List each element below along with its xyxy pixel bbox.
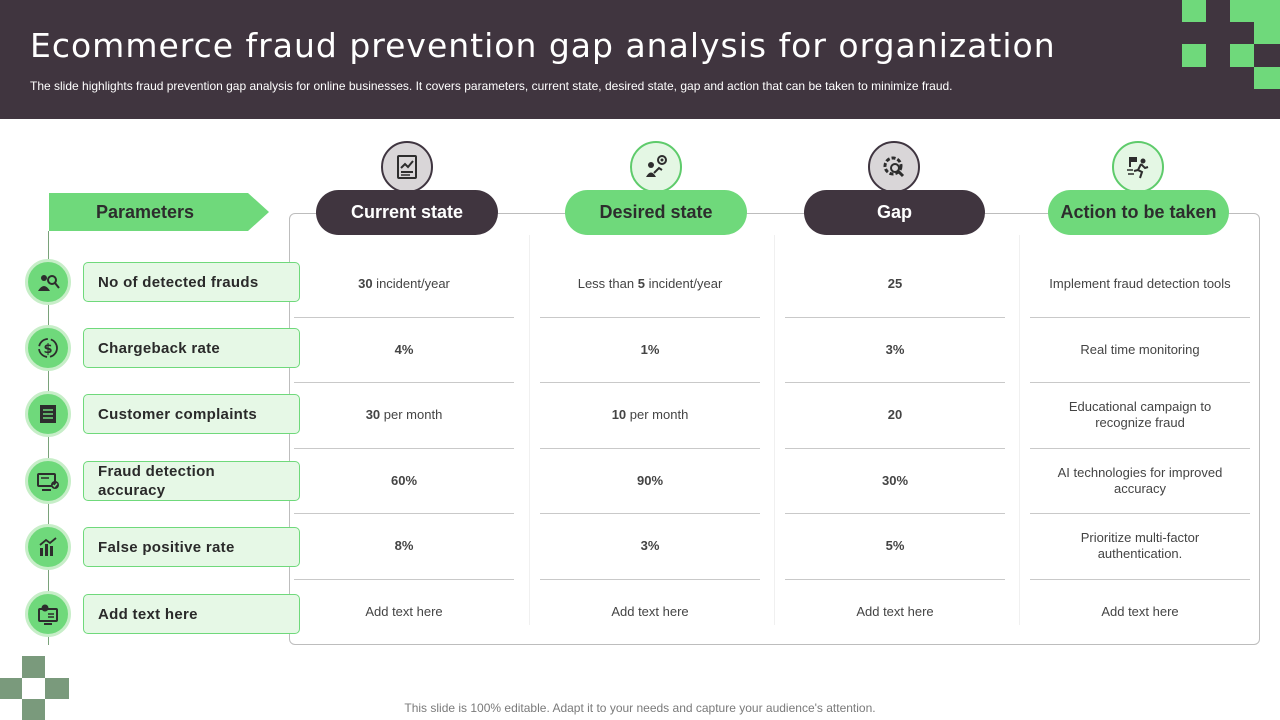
cell-desired-state: 90% xyxy=(636,473,664,488)
row-divider xyxy=(540,317,760,318)
row-divider xyxy=(540,513,760,514)
row-label-chargeback-rate: Chargeback rate xyxy=(83,328,300,368)
row-divider xyxy=(540,579,760,580)
cell-current-state: 4% xyxy=(394,342,414,357)
document-list-icon xyxy=(25,391,71,437)
cell-gap: 5% xyxy=(885,538,905,553)
row-divider xyxy=(785,448,1005,449)
column-header-action: Action to be taken xyxy=(1048,190,1229,235)
row-label-false-positive-rate: False positive rate xyxy=(83,527,300,567)
cell-desired-state: 3% xyxy=(640,538,660,553)
row-divider xyxy=(294,317,514,318)
column-header-desired-state: Desired state xyxy=(565,190,747,235)
column-header-gap: Gap xyxy=(804,190,985,235)
row-divider xyxy=(1030,579,1250,580)
cell-action: Prioritize multi-factor authentication. xyxy=(1080,530,1200,561)
row-divider xyxy=(785,579,1005,580)
row-divider xyxy=(294,579,514,580)
row-divider xyxy=(540,448,760,449)
screen-gear-icon xyxy=(25,591,71,637)
parameters-connector xyxy=(48,231,49,645)
cell-current-state: 30 per month xyxy=(365,407,443,422)
cell-desired-state: Less than 5 incident/year xyxy=(577,276,723,291)
parameters-label: Parameters xyxy=(96,202,195,222)
row-divider xyxy=(1030,448,1250,449)
cell-gap: 3% xyxy=(885,342,905,357)
cell-desired-state: 1% xyxy=(640,342,660,357)
cell-desired-state: Add text here xyxy=(611,604,689,619)
row-divider xyxy=(1030,382,1250,383)
cell-action: Add text here xyxy=(1101,604,1179,619)
cell-gap: 20 xyxy=(887,407,903,422)
row-label-detected-frauds: No of detected frauds xyxy=(83,262,300,302)
row-label-fraud-detection-accuracy: Fraud detection accuracy xyxy=(83,461,300,501)
row-label-add-text: Add text here xyxy=(83,594,300,634)
row-divider xyxy=(785,382,1005,383)
cell-gap: 30% xyxy=(881,473,909,488)
column-separator xyxy=(1019,235,1020,625)
fraud-detective-icon xyxy=(25,259,71,305)
report-chart-icon xyxy=(381,141,433,193)
row-divider xyxy=(294,513,514,514)
magnifier-gear-icon xyxy=(868,141,920,193)
column-separator xyxy=(529,235,530,625)
running-flag-icon xyxy=(1112,141,1164,193)
row-label-customer-complaints: Customer complaints xyxy=(83,394,300,434)
svg-text:$: $ xyxy=(43,342,52,357)
cell-action: Implement fraud detection tools xyxy=(1049,276,1231,291)
row-divider xyxy=(1030,513,1250,514)
parameters-header: Parameters xyxy=(49,193,269,231)
cell-action: Educational campaign to recognize fraud xyxy=(1068,399,1212,430)
monitor-check-icon xyxy=(25,458,71,504)
dollar-refresh-icon: $ xyxy=(25,325,71,371)
cell-desired-state: 10 per month xyxy=(611,407,689,422)
cell-current-state: Add text here xyxy=(365,604,443,619)
decorative-squares-icon xyxy=(1182,0,1280,89)
cell-current-state: 60% xyxy=(390,473,418,488)
column-separator xyxy=(774,235,775,625)
cell-current-state: 30 incident/year xyxy=(358,276,450,291)
cell-action: Real time monitoring xyxy=(1080,342,1200,357)
row-divider xyxy=(294,382,514,383)
footer-note: This slide is 100% editable. Adapt it to… xyxy=(404,701,876,715)
header-banner: Ecommerce fraud prevention gap analysis … xyxy=(0,0,1280,119)
cell-action: AI technologies for improved accuracy xyxy=(1057,465,1223,496)
cell-gap: Add text here xyxy=(856,604,934,619)
row-divider xyxy=(785,513,1005,514)
cell-current-state: 8% xyxy=(394,538,414,553)
decorative-squares-bottom-icon xyxy=(0,656,69,720)
target-growth-icon xyxy=(630,141,682,193)
row-divider xyxy=(1030,317,1250,318)
page-title: Ecommerce fraud prevention gap analysis … xyxy=(30,26,1056,65)
cell-gap: 25 xyxy=(887,276,903,291)
column-header-current-state: Current state xyxy=(316,190,498,235)
page-subtitle: The slide highlights fraud prevention ga… xyxy=(30,79,953,93)
row-divider xyxy=(294,448,514,449)
bar-chart-icon xyxy=(25,524,71,570)
row-divider xyxy=(785,317,1005,318)
row-divider xyxy=(540,382,760,383)
